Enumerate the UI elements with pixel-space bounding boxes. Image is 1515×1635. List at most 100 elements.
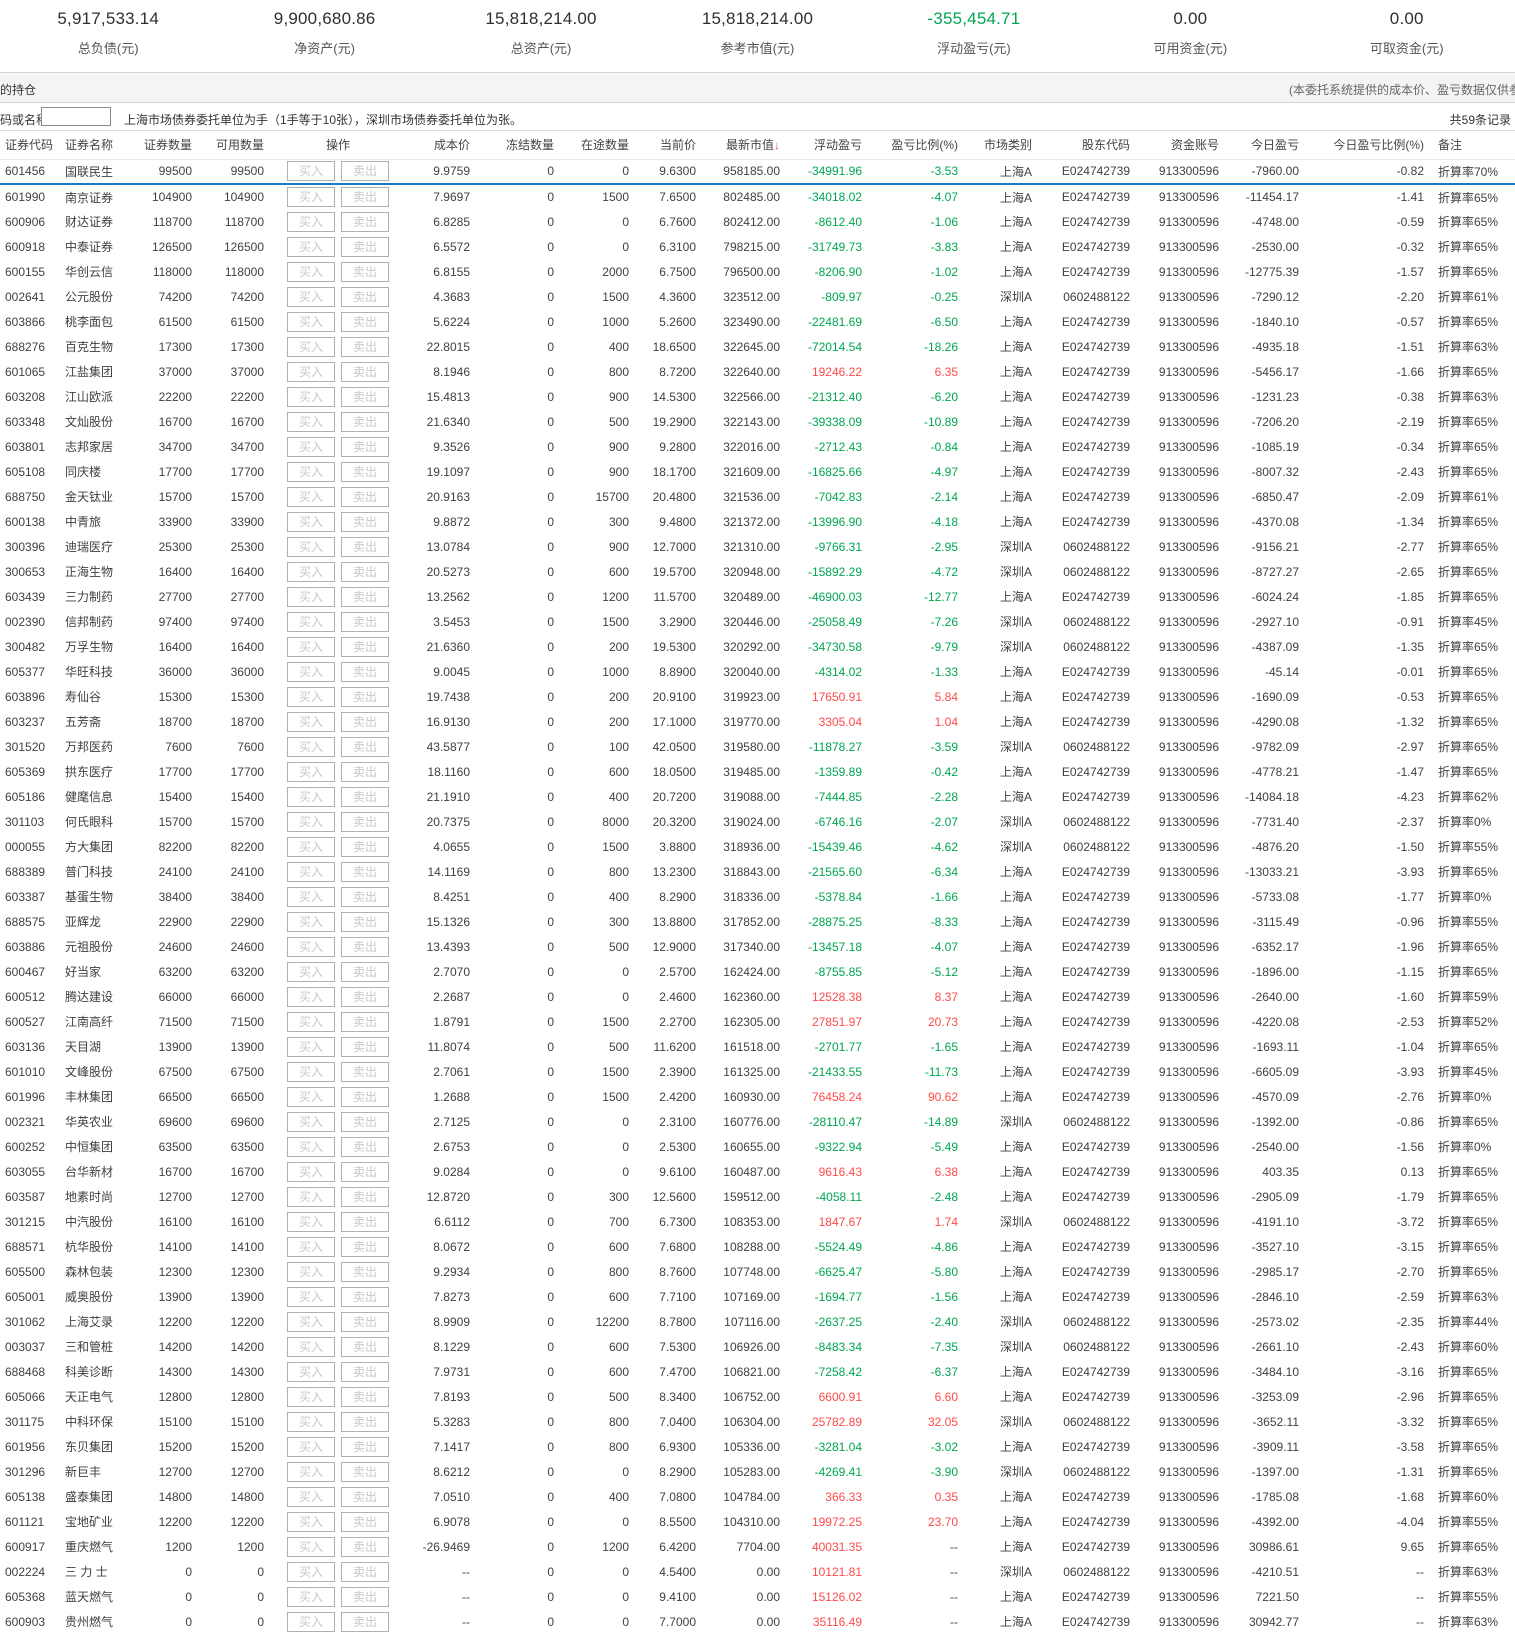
table-row[interactable]: 603439 三力制药 27700 27700 买入 卖出 13.2562 0 1200 11.5…: [0, 584, 1515, 609]
buy-button[interactable]: 买入: [287, 336, 335, 357]
sell-button[interactable]: 卖出: [341, 661, 389, 682]
table-row[interactable]: 601990 南京证券 104900 104900 买入 卖出 7.9697 0 1500 7.6…: [0, 184, 1515, 209]
table-row[interactable]: 300653 正海生物 16400 16400 买入 卖出 20.5273 0 600 19.57…: [0, 559, 1515, 584]
buy-button[interactable]: 买入: [287, 361, 335, 382]
buy-button[interactable]: 买入: [287, 236, 335, 257]
table-row[interactable]: 605138 盛泰集团 14800 14800 买入 卖出 7.0510 0 400 7.0800…: [0, 1484, 1515, 1509]
sell-button[interactable]: 卖出: [341, 236, 389, 257]
table-row[interactable]: 301215 中汽股份 16100 16100 买入 卖出 6.6112 0 700 6.7300…: [0, 1209, 1515, 1234]
sell-button[interactable]: 卖出: [341, 436, 389, 457]
column-header-frozen[interactable]: 冻结数量: [478, 131, 562, 160]
buy-button[interactable]: 买入: [287, 1236, 335, 1257]
buy-button[interactable]: 买入: [287, 1486, 335, 1507]
table-row[interactable]: 605368 蓝天燃气 0 0 买入 卖出 -- 0 0 9.4100 0.00 15126.02 --…: [0, 1584, 1515, 1609]
buy-button[interactable]: 买入: [287, 261, 335, 282]
table-row[interactable]: 600512 腾达建设 66000 66000 买入 卖出 2.2687 0 0 2.4600 16…: [0, 984, 1515, 1009]
table-row[interactable]: 605369 拱东医疗 17700 17700 买入 卖出 18.1160 0 600 18.05…: [0, 759, 1515, 784]
table-row[interactable]: 688276 百克生物 17300 17300 买入 卖出 22.8015 0 400 18.65…: [0, 334, 1515, 359]
sell-button[interactable]: 卖出: [341, 1161, 389, 1182]
buy-button[interactable]: 买入: [287, 961, 335, 982]
sell-button[interactable]: 卖出: [341, 986, 389, 1007]
buy-button[interactable]: 买入: [287, 1586, 335, 1607]
table-row[interactable]: 603237 五芳斋 18700 18700 买入 卖出 16.9130 0 200 17.100…: [0, 709, 1515, 734]
table-row[interactable]: 603896 寿仙谷 15300 15300 买入 卖出 19.7438 0 200 20.910…: [0, 684, 1515, 709]
table-row[interactable]: 688468 科美诊断 14300 14300 买入 卖出 7.9731 0 600 7.4700…: [0, 1359, 1515, 1384]
sell-button[interactable]: 卖出: [341, 1511, 389, 1532]
buy-button[interactable]: 买入: [287, 786, 335, 807]
buy-button[interactable]: 买入: [287, 486, 335, 507]
buy-button[interactable]: 买入: [287, 436, 335, 457]
column-header-pnl-pct[interactable]: 盈亏比例(%): [870, 131, 966, 160]
sell-button[interactable]: 卖出: [341, 1261, 389, 1282]
sell-button[interactable]: 卖出: [341, 1236, 389, 1257]
table-row[interactable]: 605377 华旺科技 36000 36000 买入 卖出 9.0045 0 1000 8.890…: [0, 659, 1515, 684]
sell-button[interactable]: 卖出: [341, 386, 389, 407]
sell-button[interactable]: 卖出: [341, 836, 389, 857]
table-row[interactable]: 605066 天正电气 12800 12800 买入 卖出 7.8193 0 500 8.3400…: [0, 1384, 1515, 1409]
buy-button[interactable]: 买入: [287, 1511, 335, 1532]
table-row[interactable]: 300482 万孚生物 16400 16400 买入 卖出 21.6360 0 200 19.53…: [0, 634, 1515, 659]
table-row[interactable]: 003037 三和管桩 14200 14200 买入 卖出 8.1229 0 600 7.5300…: [0, 1334, 1515, 1359]
sell-button[interactable]: 卖出: [341, 636, 389, 657]
sell-button[interactable]: 卖出: [341, 311, 389, 332]
sell-button[interactable]: 卖出: [341, 786, 389, 807]
table-row[interactable]: 600903 贵州燃气 0 0 买入 卖出 -- 0 0 7.7000 0.00 35116.49 --…: [0, 1609, 1515, 1634]
buy-button[interactable]: 买入: [287, 1261, 335, 1282]
table-row[interactable]: 600527 江南高纤 71500 71500 买入 卖出 1.8791 0 1500 2.270…: [0, 1009, 1515, 1034]
buy-button[interactable]: 买入: [287, 1336, 335, 1357]
table-row[interactable]: 000055 方大集团 82200 82200 买入 卖出 4.0655 0 1500 3.880…: [0, 834, 1515, 859]
column-header-float-pnl[interactable]: 浮动盈亏: [788, 131, 870, 160]
buy-button[interactable]: 买入: [287, 1061, 335, 1082]
table-row[interactable]: 002390 信邦制药 97400 97400 买入 卖出 3.5453 0 1500 3.290…: [0, 609, 1515, 634]
sell-button[interactable]: 卖出: [341, 1536, 389, 1557]
table-row[interactable]: 002641 公元股份 74200 74200 买入 卖出 4.3683 0 1500 4.360…: [0, 284, 1515, 309]
buy-button[interactable]: 买入: [287, 1086, 335, 1107]
buy-button[interactable]: 买入: [287, 1036, 335, 1057]
column-header-current-price[interactable]: 当前价: [637, 131, 704, 160]
column-header-available[interactable]: 可用数量: [200, 131, 272, 160]
buy-button[interactable]: 买入: [287, 1361, 335, 1382]
buy-button[interactable]: 买入: [287, 1011, 335, 1032]
buy-button[interactable]: 买入: [287, 1386, 335, 1407]
sell-button[interactable]: 卖出: [341, 261, 389, 282]
buy-button[interactable]: 买入: [287, 661, 335, 682]
sell-button[interactable]: 卖出: [341, 586, 389, 607]
sell-button[interactable]: 卖出: [341, 1361, 389, 1382]
sell-button[interactable]: 卖出: [341, 536, 389, 557]
sell-button[interactable]: 卖出: [341, 711, 389, 732]
sell-button[interactable]: 卖出: [341, 1186, 389, 1207]
sell-button[interactable]: 卖出: [341, 461, 389, 482]
sell-button[interactable]: 卖出: [341, 761, 389, 782]
table-row[interactable]: 600252 中恒集团 63500 63500 买入 卖出 2.6753 0 0 2.5300 16…: [0, 1134, 1515, 1159]
buy-button[interactable]: 买入: [287, 511, 335, 532]
table-row[interactable]: 688575 亚辉龙 22900 22900 买入 卖出 15.1326 0 300 13.880…: [0, 909, 1515, 934]
table-row[interactable]: 601121 宝地矿业 12200 12200 买入 卖出 6.9078 0 0 8.5500 10…: [0, 1509, 1515, 1534]
table-row[interactable]: 601456 国联民生 99500 99500 买入 卖出 9.9759 0 0 9.6300 95…: [0, 159, 1515, 185]
column-header-actions[interactable]: 操作: [272, 131, 404, 160]
buy-button[interactable]: 买入: [287, 1161, 335, 1182]
sell-button[interactable]: 卖出: [341, 336, 389, 357]
buy-button[interactable]: 买入: [287, 1111, 335, 1132]
sell-button[interactable]: 卖出: [341, 1486, 389, 1507]
sell-button[interactable]: 卖出: [341, 211, 389, 232]
sell-button[interactable]: 卖出: [341, 811, 389, 832]
table-row[interactable]: 601956 东贝集团 15200 15200 买入 卖出 7.1417 0 800 6.9300…: [0, 1434, 1515, 1459]
sell-button[interactable]: 卖出: [341, 1061, 389, 1082]
table-row[interactable]: 601996 丰林集团 66500 66500 买入 卖出 1.2688 0 1500 2.420…: [0, 1084, 1515, 1109]
stock-search-input[interactable]: [41, 107, 111, 126]
sell-button[interactable]: 卖出: [341, 861, 389, 882]
sell-button[interactable]: 卖出: [341, 1336, 389, 1357]
tab-holdings[interactable]: 的持仓: [0, 83, 37, 97]
buy-button[interactable]: 买入: [287, 811, 335, 832]
buy-button[interactable]: 买入: [287, 411, 335, 432]
table-row[interactable]: 688389 普门科技 24100 24100 买入 卖出 14.1169 0 800 13.23…: [0, 859, 1515, 884]
column-header-today-pnl-pct[interactable]: 今日盈亏比例(%): [1307, 131, 1432, 160]
sell-button[interactable]: 卖出: [341, 1136, 389, 1157]
sell-button[interactable]: 卖出: [341, 286, 389, 307]
column-header-today-pnl[interactable]: 今日盈亏: [1227, 131, 1307, 160]
sell-button[interactable]: 卖出: [341, 686, 389, 707]
table-row[interactable]: 601010 文峰股份 67500 67500 买入 卖出 2.7061 0 1500 2.390…: [0, 1059, 1515, 1084]
table-row[interactable]: 603348 文灿股份 16700 16700 买入 卖出 21.6340 0 500 19.29…: [0, 409, 1515, 434]
buy-button[interactable]: 买入: [287, 736, 335, 757]
sell-button[interactable]: 卖出: [341, 1011, 389, 1032]
